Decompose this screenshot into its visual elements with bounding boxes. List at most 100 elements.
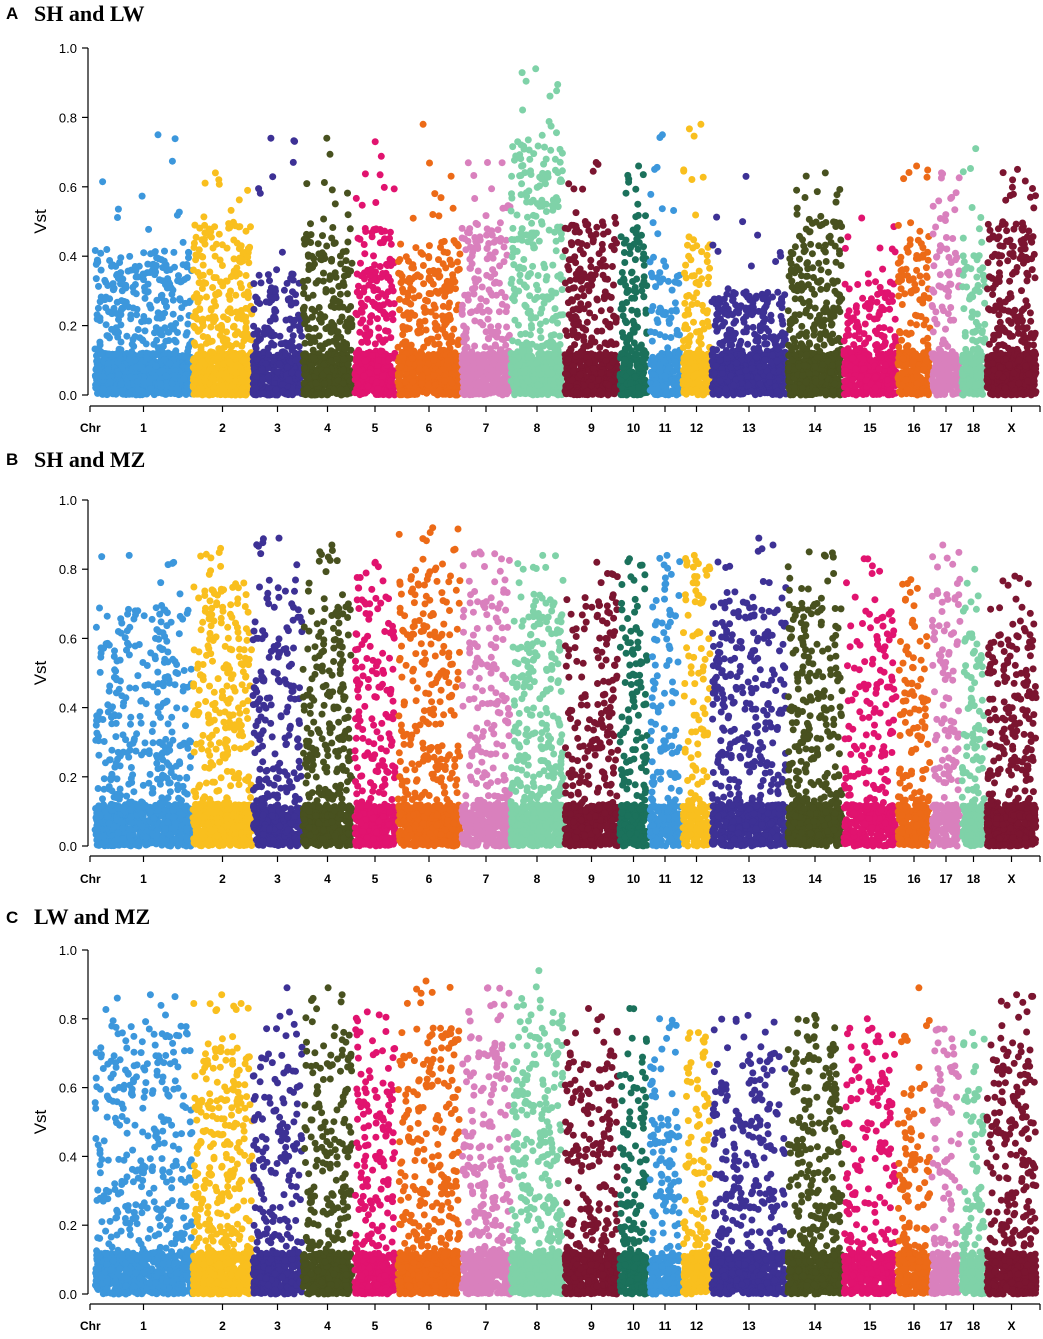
data-point xyxy=(386,277,394,285)
data-point xyxy=(508,190,515,198)
data-point-outlier xyxy=(488,185,496,193)
data-point-outlier xyxy=(372,199,380,206)
data-point xyxy=(151,329,158,337)
data-point xyxy=(158,389,166,397)
data-point xyxy=(242,272,250,279)
data-point xyxy=(359,390,367,397)
data-point xyxy=(110,304,118,312)
data-point xyxy=(402,253,410,261)
data-point-outlier xyxy=(269,173,277,181)
data-point xyxy=(257,279,265,287)
data-point xyxy=(166,360,174,367)
data-point xyxy=(484,315,492,323)
panel-title: SH and LW xyxy=(34,1,144,27)
data-point xyxy=(551,155,559,163)
data-point xyxy=(232,377,239,385)
data-point xyxy=(442,282,450,290)
data-point xyxy=(432,312,440,320)
data-point xyxy=(158,291,166,299)
data-point xyxy=(554,169,562,177)
data-point xyxy=(262,298,270,306)
chr-2-points xyxy=(189,169,256,399)
data-point xyxy=(94,362,102,370)
data-point xyxy=(518,162,526,170)
data-point xyxy=(493,373,501,381)
data-point xyxy=(253,356,261,363)
data-point xyxy=(143,354,151,362)
data-point xyxy=(218,262,226,269)
data-point xyxy=(227,309,235,317)
data-point xyxy=(528,219,536,227)
data-point xyxy=(92,384,100,392)
data-point xyxy=(113,271,121,279)
data-point xyxy=(430,356,438,364)
data-point xyxy=(558,286,566,294)
data-point xyxy=(210,274,218,281)
data-point xyxy=(380,310,388,318)
data-point xyxy=(300,284,308,291)
data-point xyxy=(134,378,142,385)
data-point xyxy=(170,350,178,357)
data-point xyxy=(166,266,174,274)
data-point xyxy=(519,347,527,355)
data-point xyxy=(202,339,210,347)
data-point xyxy=(353,288,361,296)
data-point xyxy=(265,326,273,334)
data-point xyxy=(169,296,177,304)
data-point xyxy=(97,249,105,257)
data-point xyxy=(239,391,247,398)
data-point-peak xyxy=(371,138,379,146)
data-point xyxy=(389,316,397,324)
data-point xyxy=(361,357,369,365)
data-point xyxy=(510,236,518,244)
data-point xyxy=(122,281,130,289)
data-point xyxy=(242,227,250,235)
data-point xyxy=(212,302,220,310)
data-point xyxy=(140,249,148,257)
data-point xyxy=(225,358,233,366)
data-point xyxy=(218,370,226,378)
data-point xyxy=(541,143,548,151)
data-point xyxy=(304,276,312,284)
data-point xyxy=(368,352,376,359)
data-point-outlier xyxy=(273,266,281,274)
data-point xyxy=(548,369,556,377)
data-point xyxy=(394,370,402,378)
data-point xyxy=(398,277,406,285)
data-point xyxy=(511,156,518,164)
data-point xyxy=(498,335,506,343)
data-point xyxy=(133,311,141,319)
data-point xyxy=(577,300,585,308)
data-point xyxy=(299,358,307,366)
data-point xyxy=(194,298,202,306)
data-point xyxy=(102,321,110,329)
data-point xyxy=(438,389,446,397)
data-point xyxy=(547,332,555,340)
data-point xyxy=(458,224,466,232)
data-point-peak xyxy=(323,134,331,142)
data-point xyxy=(308,305,316,313)
data-point xyxy=(595,250,603,258)
data-point xyxy=(147,250,155,258)
data-point xyxy=(527,167,534,175)
chr-3-points xyxy=(249,134,306,399)
y-axis-label: Vst xyxy=(31,209,50,234)
data-point xyxy=(215,345,223,353)
data-point xyxy=(510,285,518,293)
data-point xyxy=(467,309,474,317)
data-point xyxy=(554,319,561,327)
data-point xyxy=(524,213,531,221)
data-point-outlier xyxy=(200,213,208,221)
data-point xyxy=(440,237,448,245)
data-point xyxy=(91,247,99,254)
data-point xyxy=(416,320,423,328)
data-point xyxy=(252,373,260,381)
data-point xyxy=(440,248,448,256)
data-point xyxy=(556,311,564,319)
data-point xyxy=(361,250,369,258)
data-point xyxy=(538,131,546,139)
data-point xyxy=(551,228,559,236)
data-point xyxy=(471,387,479,395)
data-point xyxy=(467,264,474,272)
data-point xyxy=(491,341,499,349)
